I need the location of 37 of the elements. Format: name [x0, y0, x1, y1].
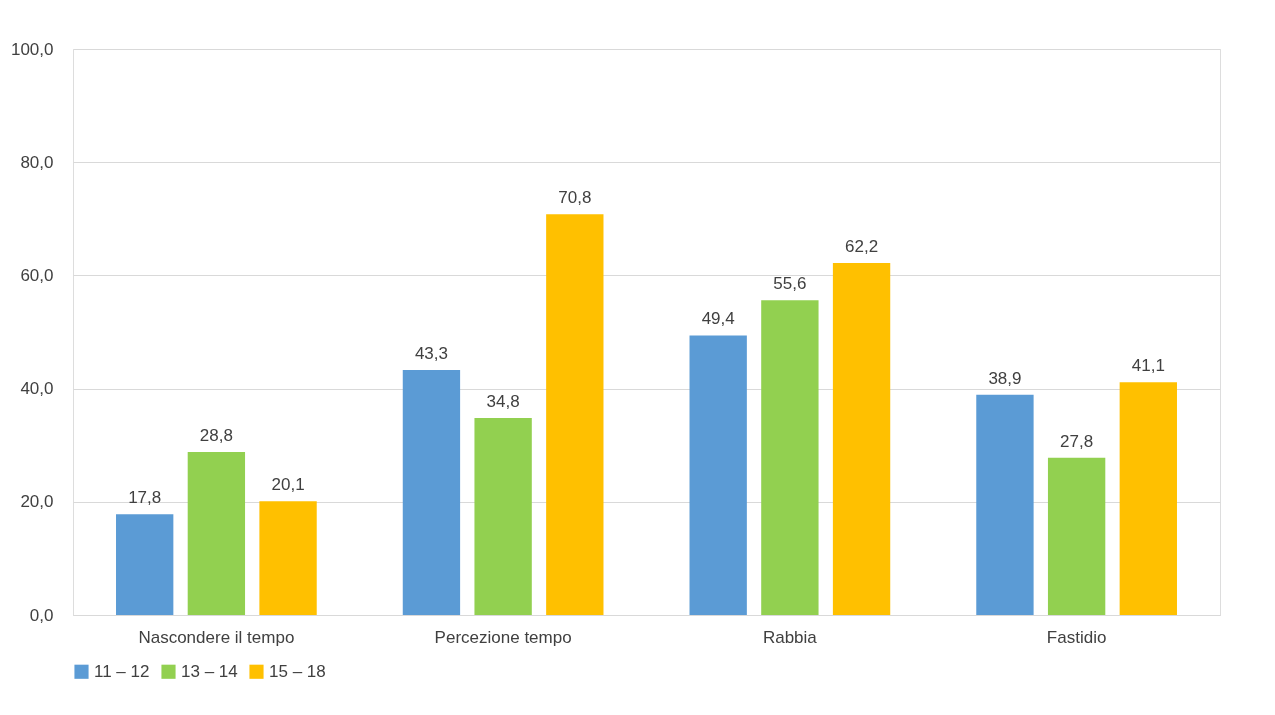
data-label: 38,9: [988, 368, 1022, 388]
bar: [116, 514, 174, 615]
bar: [402, 369, 461, 615]
y-tick-label: 100,0: [10, 39, 54, 59]
data-label: 55,6: [773, 274, 807, 294]
bar: [832, 262, 891, 615]
bar: [976, 394, 1034, 615]
x-tick-label: Nascondere il tempo: [138, 627, 295, 647]
bar: [761, 300, 819, 615]
data-label: 20,1: [271, 475, 305, 495]
y-tick-label: 20,0: [20, 492, 54, 512]
legend-label: 15 – 18: [269, 661, 326, 681]
bar: [259, 501, 317, 615]
legend-label: 13 – 14: [181, 661, 238, 681]
data-label: 62,2: [845, 236, 879, 256]
data-label: 34,8: [486, 392, 520, 412]
data-label: 49,4: [701, 309, 735, 329]
bar: [689, 335, 747, 615]
bar: [546, 214, 604, 615]
data-label: 43,3: [414, 343, 448, 363]
data-label: 27,8: [1060, 431, 1094, 451]
y-tick-label: 40,0: [20, 379, 54, 399]
data-label: 17,8: [128, 488, 162, 508]
legend-label: 11 – 12: [94, 661, 150, 681]
y-tick-label: 60,0: [20, 265, 54, 285]
x-tick-label: Rabbia: [762, 627, 818, 647]
x-tick-label: Fastidio: [1046, 627, 1107, 647]
y-tick-label: 0,0: [29, 605, 54, 625]
bar: [1047, 457, 1106, 615]
bar: [474, 418, 532, 615]
bar: [1119, 382, 1177, 615]
data-label: 28,8: [199, 425, 233, 445]
x-tick-label: Percezione tempo: [434, 627, 572, 647]
y-tick-label: 80,0: [20, 152, 54, 172]
data-label: 70,8: [558, 188, 592, 208]
bar: [187, 451, 246, 615]
data-label: 41,1: [1131, 356, 1165, 376]
